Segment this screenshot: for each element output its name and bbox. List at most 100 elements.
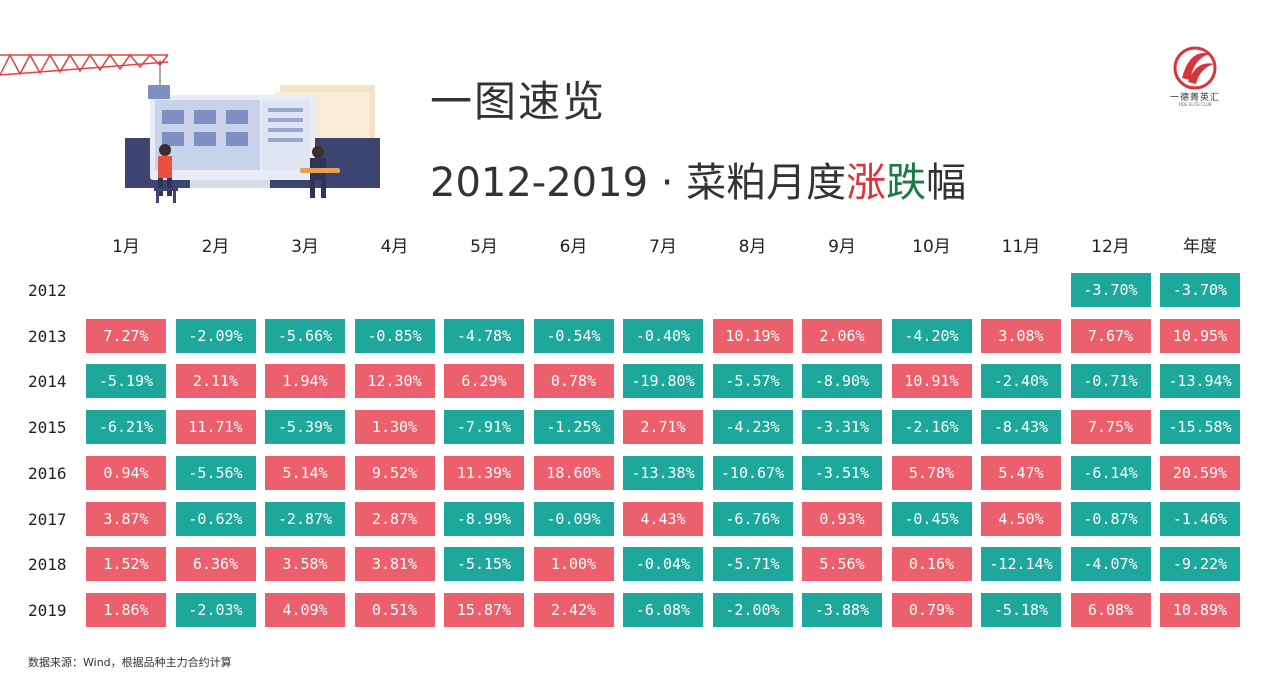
table-cell: -4.07% xyxy=(1070,547,1151,582)
column-header: 10月 xyxy=(912,237,951,257)
table-cell: -0.87% xyxy=(1070,501,1151,536)
table-cell: -8.90% xyxy=(802,364,882,399)
table-cell: 6.08% xyxy=(1070,592,1151,627)
table-cell: 1.30% xyxy=(354,410,435,445)
table-cell: -5.15% xyxy=(444,547,524,582)
table-cell: -3.31% xyxy=(802,410,882,445)
subtitle-suffix: 幅 xyxy=(926,160,967,206)
column-header: 4月 xyxy=(380,237,409,257)
logo-text: 一德菁英汇 xyxy=(1169,93,1220,103)
table-cell: -1.25% xyxy=(533,410,614,445)
data-source-note: 数据来源：Wind，根据品种主力合约计算 xyxy=(28,656,232,669)
table-cell: 5.56% xyxy=(802,547,882,582)
table-cell: -4.23% xyxy=(712,410,793,445)
column-header: 5月 xyxy=(470,237,498,257)
table-cell: -5.18% xyxy=(981,592,1061,627)
table-cell: 18.60% xyxy=(533,455,614,490)
table-cell: -8.43% xyxy=(981,410,1061,445)
table-cell: -0.62% xyxy=(175,501,256,536)
table-cell: 0.94% xyxy=(86,455,166,490)
table-cell: 2.11% xyxy=(175,364,256,399)
column-header: 7月 xyxy=(649,237,677,257)
table-cell: -6.76% xyxy=(712,501,793,536)
table-cell: -13.94% xyxy=(1160,364,1240,399)
table-cell: 0.93% xyxy=(802,501,882,536)
column-header: 6月 xyxy=(559,237,588,257)
table-cell: -5.71% xyxy=(712,547,793,582)
table-cell: 5.78% xyxy=(891,455,972,490)
table-cell: -2.09% xyxy=(175,318,256,353)
table-cell: -3.70% xyxy=(1070,273,1151,307)
table-cell: 5.47% xyxy=(981,455,1061,490)
table-cell: 1.00% xyxy=(533,547,614,582)
row-header-year: 2017 xyxy=(28,509,67,529)
table-cell: 0.51% xyxy=(354,592,435,627)
column-header: 12月 xyxy=(1091,237,1130,257)
table-cell: 9.52% xyxy=(354,455,435,490)
table-cell: -5.39% xyxy=(265,410,345,445)
table-cell: -6.21% xyxy=(86,410,166,445)
table-cell: -2.00% xyxy=(712,592,793,627)
table-cell: 2.87% xyxy=(354,501,435,536)
row-header-year: 2013 xyxy=(28,326,67,346)
table-cell: -2.03% xyxy=(175,592,256,627)
table-cell: -5.66% xyxy=(265,318,345,353)
table-cell: -0.85% xyxy=(354,318,435,353)
table-cell: -1.46% xyxy=(1160,501,1240,536)
table-cell: 7.27% xyxy=(86,318,166,353)
table-cell: 11.71% xyxy=(175,410,256,445)
table-cell: -19.80% xyxy=(623,364,703,399)
table-cell: 0.78% xyxy=(533,364,614,399)
row-header-year: 2014 xyxy=(28,372,67,392)
table-cell: -0.54% xyxy=(533,318,614,353)
table-cell: -2.40% xyxy=(981,364,1061,399)
column-header: 2月 xyxy=(201,237,230,257)
table-cell: -2.87% xyxy=(265,501,345,536)
column-header: 年度 xyxy=(1183,237,1217,257)
table-cell: -13.38% xyxy=(623,455,703,490)
row-header-year: 2019 xyxy=(28,600,67,620)
brand-logo xyxy=(1173,46,1217,90)
table-cell: 7.75% xyxy=(1070,410,1151,445)
table-cell: 7.67% xyxy=(1070,318,1151,353)
table-cell: -12.14% xyxy=(981,547,1061,582)
table-cell: 1.86% xyxy=(86,592,166,627)
row-header-year: 2018 xyxy=(28,555,67,575)
table-cell: 5.14% xyxy=(265,455,345,490)
table-cell: -7.91% xyxy=(444,410,524,445)
table-cell: 10.91% xyxy=(891,364,972,399)
column-header: 1月 xyxy=(112,237,140,257)
table-cell: 10.95% xyxy=(1160,318,1240,353)
table-cell: -3.70% xyxy=(1160,273,1240,307)
table-cell: -2.16% xyxy=(891,410,972,445)
table-cell: 6.36% xyxy=(175,547,256,582)
subtitle-rise: 涨 xyxy=(846,160,887,206)
table-cell: -10.67% xyxy=(712,455,793,490)
table-cell: 3.08% xyxy=(981,318,1061,353)
table-cell: 10.19% xyxy=(712,318,793,353)
table-cell: 2.71% xyxy=(623,410,703,445)
table-cell: -0.04% xyxy=(623,547,703,582)
table-cell: 3.87% xyxy=(86,501,166,536)
table-cell: -0.09% xyxy=(533,501,614,536)
table-cell: -8.99% xyxy=(444,501,524,536)
table-cell: 0.79% xyxy=(891,592,972,627)
table-cell: -6.14% xyxy=(1070,455,1151,490)
page-title: 一图速览 xyxy=(430,77,607,126)
row-header-year: 2015 xyxy=(28,418,67,438)
table-cell: -15.58% xyxy=(1160,410,1240,445)
column-header: 11月 xyxy=(1001,237,1041,257)
table-cell: -4.20% xyxy=(891,318,972,353)
table-cell: 11.39% xyxy=(444,455,524,490)
table-cell: 1.94% xyxy=(265,364,345,399)
subtitle-fall: 跌 xyxy=(886,160,927,206)
table-cell: -9.22% xyxy=(1160,547,1240,582)
table-cell: 3.58% xyxy=(265,547,345,582)
table-cell: 2.42% xyxy=(533,592,614,627)
table-cell: 4.09% xyxy=(265,592,345,627)
row-header-year: 2016 xyxy=(28,463,67,483)
table-cell: 6.29% xyxy=(444,364,524,399)
table-cell: -6.08% xyxy=(623,592,703,627)
table-cell: -0.71% xyxy=(1070,364,1151,399)
column-header: 9月 xyxy=(828,237,856,257)
